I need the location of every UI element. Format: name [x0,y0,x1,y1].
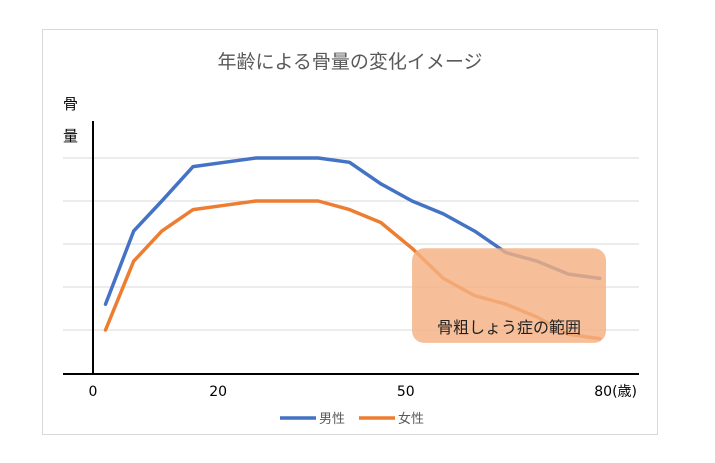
legend: 男性 女性 [280,411,424,427]
x-tick-label: 50 [397,384,415,400]
x-tick-label: 80(歳) [594,384,637,400]
y-axis-label-char: 骨 [63,95,78,113]
y-axis-label: 骨量 [63,95,78,145]
chart-title: 年齢による骨量の変化イメージ [217,51,482,73]
osteoporosis-range-annotation: 骨粗しょう症の範囲 [412,248,606,343]
osteoporosis-range-box [412,248,606,343]
chart-frame: 年齢による骨量の変化イメージ 骨量 0 20 50 80(歳) 骨粗しょう症の範囲 男… [42,29,658,435]
y-axis-label-char: 量 [63,127,78,145]
osteoporosis-range-label: 骨粗しょう症の範囲 [437,318,581,337]
legend-label-male: 男性 [319,412,345,427]
axes [63,121,639,375]
x-tick-label: 20 [209,384,227,400]
bone-mass-chart: 年齢による骨量の変化イメージ 骨量 0 20 50 80(歳) 骨粗しょう症の範囲 男… [63,51,639,427]
x-axis-ticks: 0 20 50 80(歳) [89,384,637,400]
legend-label-female: 女性 [398,411,424,427]
x-tick-label: 0 [89,384,98,400]
